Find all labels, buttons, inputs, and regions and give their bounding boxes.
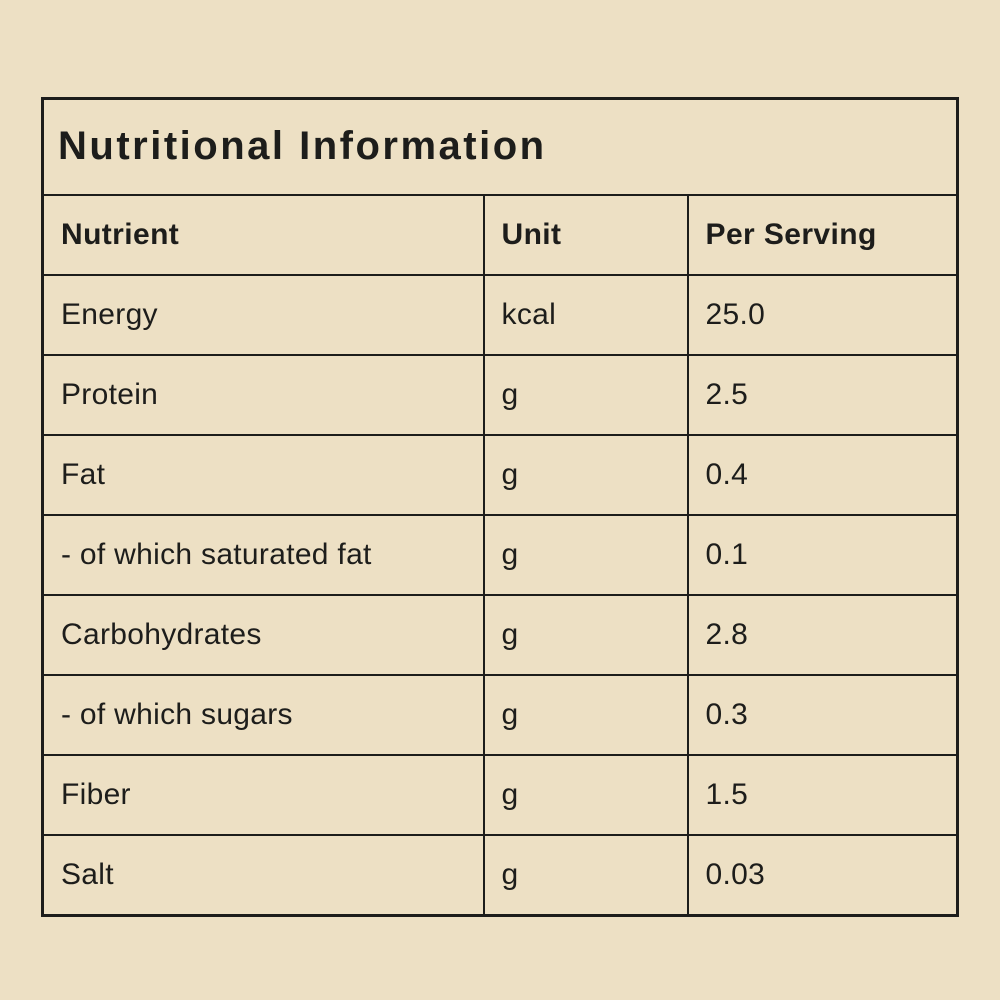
table-row: Fat g 0.4 — [41, 434, 959, 517]
unit-cell: kcal — [482, 274, 689, 357]
nutrient-name-cell: - of which sugars — [41, 674, 485, 757]
nutrient-name-cell: Protein — [41, 354, 485, 437]
value-cell: 2.5 — [686, 354, 959, 437]
value-cell: 2.8 — [686, 594, 959, 677]
nutrient-name-cell: - of which saturated fat — [41, 514, 485, 597]
unit-cell: g — [482, 754, 689, 837]
table-header-row: Nutrient Unit Per Serving — [41, 193, 959, 277]
nutrient-name-cell: Fiber — [41, 754, 485, 837]
value-cell: 0.1 — [686, 514, 959, 597]
column-header-unit: Unit — [482, 193, 689, 277]
nutrient-name-cell: Carbohydrates — [41, 594, 485, 677]
value-cell: 25.0 — [686, 274, 959, 357]
unit-cell: g — [482, 354, 689, 437]
column-header-per-serving: Per Serving — [686, 193, 959, 277]
table-row: Energy kcal 25.0 — [41, 274, 959, 357]
table-row: - of which saturated fat g 0.1 — [41, 514, 959, 597]
table-row: Salt g 0.03 — [41, 834, 959, 917]
table-row: Fiber g 1.5 — [41, 754, 959, 837]
table-row: - of which sugars g 0.3 — [41, 674, 959, 757]
value-cell: 0.3 — [686, 674, 959, 757]
unit-cell: g — [482, 594, 689, 677]
nutrient-name-cell: Salt — [41, 834, 485, 917]
value-cell: 1.5 — [686, 754, 959, 837]
table-row: Carbohydrates g 2.8 — [41, 594, 959, 677]
nutrient-name-cell: Fat — [41, 434, 485, 517]
column-header-nutrient: Nutrient — [41, 193, 485, 277]
table-row: Protein g 2.5 — [41, 354, 959, 437]
nutrient-name-cell: Energy — [41, 274, 485, 357]
unit-cell: g — [482, 434, 689, 517]
page-title: Nutritional Information — [41, 97, 959, 196]
unit-cell: g — [482, 514, 689, 597]
unit-cell: g — [482, 834, 689, 917]
nutrition-label: Nutritional Information Nutrient Unit Pe… — [41, 97, 959, 917]
unit-cell: g — [482, 674, 689, 757]
value-cell: 0.03 — [686, 834, 959, 917]
value-cell: 0.4 — [686, 434, 959, 517]
title-row: Nutritional Information — [41, 97, 959, 196]
nutrition-table: Nutritional Information Nutrient Unit Pe… — [41, 97, 959, 917]
